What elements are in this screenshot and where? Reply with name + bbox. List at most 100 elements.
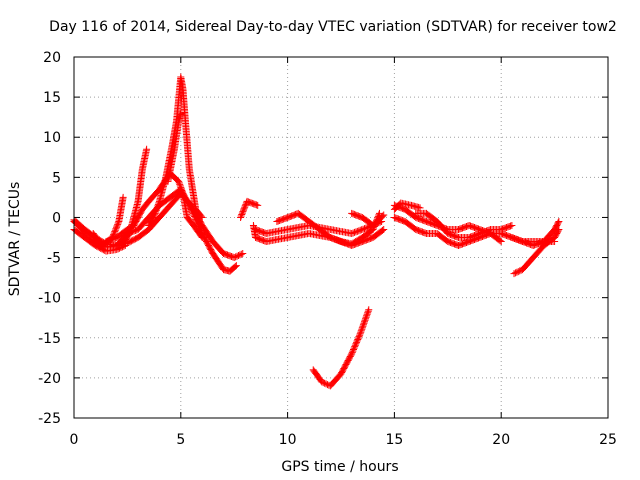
data-point bbox=[175, 177, 183, 185]
data-point bbox=[352, 340, 360, 348]
data-point bbox=[177, 183, 185, 191]
y-tick-label: -15 bbox=[38, 331, 61, 347]
data-point bbox=[380, 225, 388, 233]
data-point bbox=[230, 254, 238, 262]
data-point bbox=[356, 226, 364, 234]
data-point bbox=[359, 322, 367, 330]
data-point bbox=[197, 232, 205, 240]
data-point bbox=[176, 180, 184, 188]
data-point bbox=[555, 217, 563, 225]
data-point bbox=[356, 330, 364, 338]
series-s12 bbox=[273, 209, 383, 248]
data-point bbox=[497, 238, 505, 246]
data-point bbox=[362, 224, 370, 232]
data-point bbox=[358, 324, 366, 332]
y-tick-label: -5 bbox=[47, 251, 61, 267]
data-point bbox=[110, 229, 118, 237]
data-point bbox=[421, 229, 429, 237]
grid bbox=[74, 57, 608, 418]
data-point bbox=[359, 321, 367, 329]
data-point bbox=[114, 245, 122, 253]
y-tick-label: 5 bbox=[52, 170, 61, 186]
data-point bbox=[416, 204, 424, 212]
data-point bbox=[111, 228, 119, 236]
x-tick-label: 10 bbox=[279, 432, 297, 448]
data-point bbox=[150, 211, 158, 219]
data-point bbox=[321, 379, 329, 387]
data-point bbox=[353, 338, 361, 346]
data-point bbox=[361, 316, 369, 324]
data-point bbox=[119, 193, 127, 201]
y-axis-label: SDTVAR / TECUs bbox=[7, 182, 23, 297]
data-point bbox=[232, 262, 240, 270]
data-point bbox=[351, 343, 359, 351]
data-point bbox=[353, 337, 361, 345]
x-tick-label: 5 bbox=[176, 432, 185, 448]
y-tick-label: 10 bbox=[43, 130, 61, 146]
data-point bbox=[360, 318, 368, 326]
series-s6 bbox=[89, 193, 127, 250]
data-point bbox=[362, 315, 370, 323]
data-point bbox=[359, 225, 367, 233]
series-s18 bbox=[510, 225, 563, 278]
series-s8 bbox=[70, 225, 129, 255]
data-point bbox=[109, 232, 117, 240]
x-tick-label: 0 bbox=[70, 432, 79, 448]
x-tick-label: 25 bbox=[599, 432, 617, 448]
data-point bbox=[349, 347, 357, 355]
y-tick-label: 20 bbox=[43, 50, 61, 66]
data-point bbox=[111, 226, 119, 234]
data-point bbox=[357, 328, 365, 336]
data-point bbox=[513, 268, 521, 276]
series-s1 bbox=[70, 189, 247, 262]
data-point bbox=[113, 223, 121, 231]
data-point bbox=[113, 246, 121, 254]
data-point bbox=[354, 335, 362, 343]
data-point bbox=[118, 243, 126, 251]
data-point bbox=[238, 211, 246, 219]
data-point bbox=[510, 270, 518, 278]
data-point bbox=[485, 226, 493, 234]
data-point bbox=[108, 234, 116, 241]
data-point bbox=[231, 263, 239, 271]
data-point bbox=[351, 341, 359, 349]
data-point bbox=[318, 378, 326, 386]
data-point bbox=[240, 206, 248, 214]
data-point bbox=[348, 229, 356, 237]
data-point bbox=[153, 205, 161, 213]
data-point bbox=[511, 269, 519, 277]
data-point bbox=[358, 226, 366, 234]
data-point bbox=[336, 237, 344, 245]
series-s19 bbox=[508, 217, 563, 250]
data-point bbox=[121, 242, 129, 250]
data-point bbox=[239, 208, 247, 216]
series-s5 bbox=[164, 109, 185, 185]
data-point bbox=[241, 203, 249, 211]
data-point bbox=[252, 201, 260, 209]
data-point bbox=[176, 182, 184, 190]
y-tick-label: 15 bbox=[43, 90, 61, 106]
data-point bbox=[453, 233, 461, 241]
data-point bbox=[554, 219, 562, 227]
data-point bbox=[354, 334, 362, 342]
data-point bbox=[508, 221, 516, 229]
data-point bbox=[114, 220, 122, 228]
series-s20 bbox=[390, 199, 424, 213]
data-point bbox=[152, 206, 160, 214]
data-point bbox=[254, 201, 262, 209]
data-point bbox=[237, 250, 245, 258]
data-point bbox=[178, 188, 186, 196]
data-point bbox=[362, 313, 370, 321]
data-point bbox=[175, 179, 183, 187]
data-point bbox=[116, 244, 124, 252]
data-point bbox=[355, 227, 363, 235]
data-point bbox=[198, 213, 206, 221]
data-point bbox=[110, 231, 118, 239]
data-point bbox=[322, 380, 330, 388]
data-point bbox=[507, 222, 515, 230]
data-point bbox=[355, 333, 363, 341]
data-marks bbox=[70, 73, 563, 390]
series-s13 bbox=[348, 209, 388, 229]
x-axis-label: GPS time / hours bbox=[281, 459, 398, 475]
